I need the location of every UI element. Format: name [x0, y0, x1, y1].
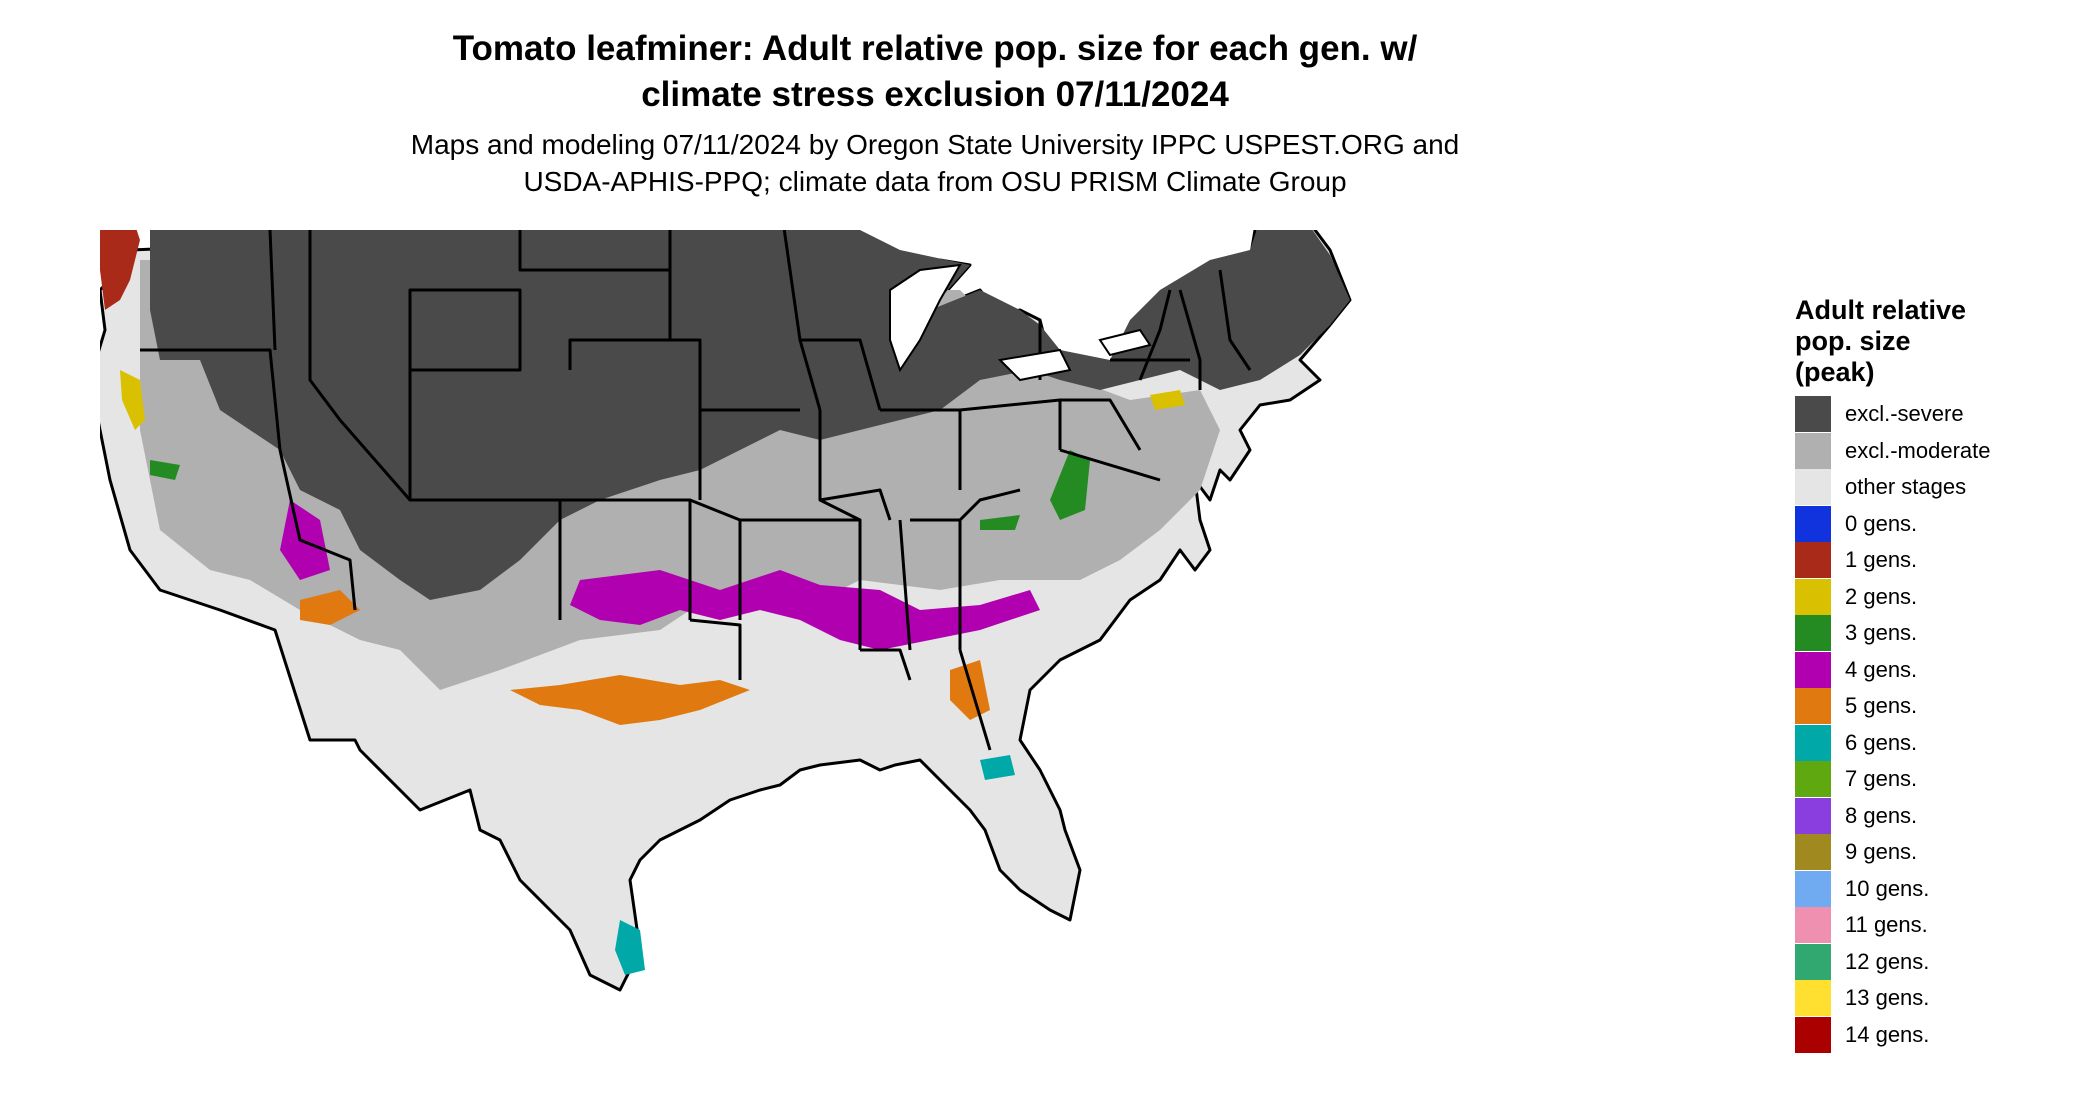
legend-item: 10 gens.	[1795, 870, 2085, 908]
legend-swatch	[1795, 907, 1831, 944]
legend-label: 12 gens.	[1845, 948, 1930, 974]
legend-item: 12 gens.	[1795, 943, 2085, 981]
map-title-line-2: climate stress exclusion 07/11/2024	[641, 75, 1229, 114]
legend-label: 13 gens.	[1845, 985, 1930, 1011]
legend-swatch	[1795, 1016, 1831, 1053]
legend-swatch	[1795, 724, 1831, 761]
region-4-gens	[280, 500, 1040, 650]
legend-label: 7 gens.	[1845, 766, 1918, 792]
map-subtitle: Maps and modeling 07/11/2024 by Oregon S…	[0, 126, 1870, 200]
legend-label: 9 gens.	[1845, 839, 1918, 865]
legend-swatch	[1795, 396, 1831, 433]
map-title-line-1: Tomato leafminer: Adult relative pop. si…	[452, 29, 1418, 68]
legend-item: 7 gens.	[1795, 761, 2085, 798]
legend-item: 0 gens.	[1795, 505, 2085, 543]
region-excl-severe	[150, 230, 1350, 600]
legend-swatch	[1795, 943, 1831, 980]
legend-title-line-3: (peak)	[1795, 357, 1875, 387]
legend-item: 1 gens.	[1795, 542, 2085, 579]
legend-item: 2 gens.	[1795, 578, 2085, 616]
legend-item: other stages	[1795, 469, 2085, 506]
legend-label: 6 gens.	[1845, 729, 1918, 755]
legend-label: 4 gens.	[1845, 656, 1918, 682]
legend-swatch	[1795, 505, 1831, 542]
legend-item: excl.-severe	[1795, 396, 2085, 433]
legend-item: 13 gens.	[1795, 980, 2085, 1017]
legend-title: Adult relative pop. size (peak)	[1795, 295, 2085, 388]
legend-item: 8 gens.	[1795, 797, 2085, 835]
legend-items: excl.-severe excl.-moderate other stages 0 …	[1795, 396, 2085, 1053]
legend-swatch	[1795, 615, 1831, 652]
map-subtitle-line-2: USDA-APHIS-PPQ; climate data from OSU PR…	[523, 166, 1347, 197]
legend-label: 8 gens.	[1845, 802, 1918, 828]
legend: Adult relative pop. size (peak) excl.-se…	[1795, 295, 2085, 1053]
legend-swatch	[1795, 651, 1831, 688]
legend-swatch	[1795, 432, 1831, 469]
legend-item: 11 gens.	[1795, 907, 2085, 944]
legend-swatch	[1795, 870, 1831, 907]
legend-item: 3 gens.	[1795, 615, 2085, 652]
legend-label: other stages	[1845, 474, 1967, 500]
state-boundaries	[140, 230, 1252, 751]
legend-label: excl.-moderate	[1845, 437, 1991, 463]
legend-swatch	[1795, 578, 1831, 615]
legend-item: 6 gens.	[1795, 724, 2085, 762]
great-lakes	[889, 263, 1152, 382]
legend-item: 5 gens.	[1795, 688, 2085, 725]
legend-swatch	[1795, 797, 1831, 834]
legend-label: 1 gens.	[1845, 547, 1918, 573]
legend-title-line-2: pop. size	[1795, 326, 1911, 356]
legend-label: excl.-severe	[1845, 401, 1964, 427]
legend-title-line-1: Adult relative	[1795, 295, 1967, 325]
legend-swatch	[1795, 761, 1831, 798]
us-map	[100, 230, 1352, 992]
region-5-gens	[300, 590, 990, 725]
region-3-gens	[150, 450, 1090, 530]
legend-swatch	[1795, 542, 1831, 579]
map-subtitle-line-1: Maps and modeling 07/11/2024 by Oregon S…	[410, 129, 1460, 160]
legend-label: 14 gens.	[1845, 1021, 1930, 1047]
legend-item: 14 gens.	[1795, 1016, 2085, 1054]
legend-swatch	[1795, 834, 1831, 871]
legend-label: 5 gens.	[1845, 693, 1918, 719]
legend-item: 9 gens.	[1795, 834, 2085, 871]
legend-item: 4 gens.	[1795, 651, 2085, 689]
legend-label: 2 gens.	[1845, 583, 1918, 609]
legend-swatch	[1795, 980, 1831, 1017]
legend-swatch	[1795, 469, 1831, 506]
legend-label: 3 gens.	[1845, 620, 1918, 646]
region-1-gen	[100, 230, 140, 310]
map-title: Tomato leafminer: Adult relative pop. si…	[0, 26, 1870, 118]
legend-swatch	[1795, 688, 1831, 725]
legend-label: 0 gens.	[1845, 510, 1918, 536]
legend-label: 11 gens.	[1845, 912, 1928, 938]
legend-label: 10 gens.	[1845, 875, 1930, 901]
legend-item: excl.-moderate	[1795, 432, 2085, 470]
